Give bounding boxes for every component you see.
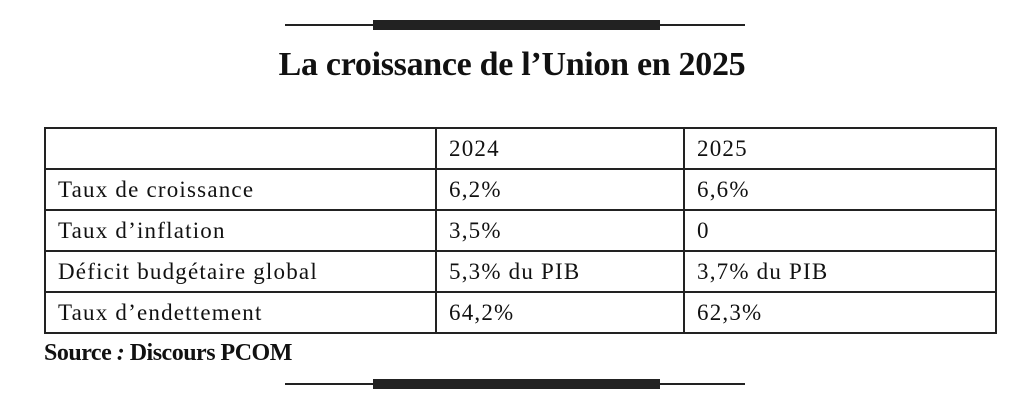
cell: 6,2% (435, 168, 685, 211)
row: Déficit budgétaire global 5,3% du PIB 3,… (44, 250, 997, 293)
source-text: Discours PCOM (129, 340, 293, 366)
data-table: 2024 2025 Taux de croissance 6,2% 6,6% T… (44, 127, 997, 334)
row-label: Déficit budgétaire global (44, 250, 437, 293)
cell: 62,3% (683, 291, 997, 334)
header-cell (44, 127, 437, 170)
top-rule-bar (373, 20, 660, 30)
title: La croissance de l’Union en 2025 (278, 46, 746, 83)
header-cell: 2025 (683, 127, 997, 170)
bottom-rule (285, 379, 745, 389)
row: Taux d’inflation 3,5% 0 (44, 209, 997, 252)
cell: 64,2% (435, 291, 685, 334)
source-separator: : (116, 340, 125, 366)
row-label: Taux d’endettement (44, 291, 437, 334)
row-label: Taux de croissance (44, 168, 437, 211)
source-label: Source (44, 340, 112, 366)
row-label: Taux d’inflation (44, 209, 437, 252)
cell: 0 (683, 209, 997, 252)
row: Taux d’endettement 64,2% 62,3% (44, 291, 997, 334)
row: Taux de croissance 6,2% 6,6% (44, 168, 997, 211)
bottom-rule-bar (373, 379, 660, 389)
cell: 3,7% du PIB (683, 250, 997, 293)
header-cell: 2024 (435, 127, 685, 170)
top-rule (285, 20, 745, 30)
cell: 5,3% du PIB (435, 250, 685, 293)
cell: 6,6% (683, 168, 997, 211)
cell: 3,5% (435, 209, 685, 252)
header-row: 2024 2025 (44, 127, 997, 170)
source: Source : Discours PCOM (44, 340, 292, 367)
